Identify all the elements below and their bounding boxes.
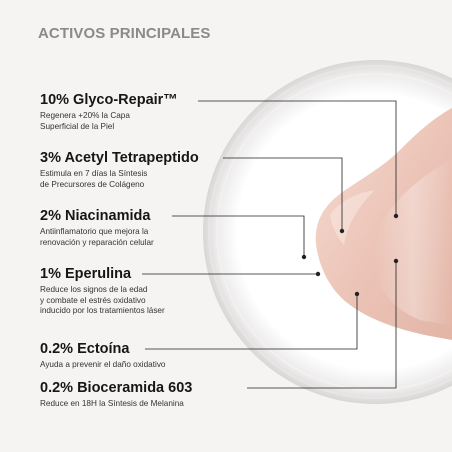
ingredient-bioceramida: 0.2% Bioceramida 603 Reduce en 18H la Sí… <box>40 380 192 410</box>
ingredient-glyco-repair: 10% Glyco-Repair™ Regenera +20% la Capa … <box>40 92 178 132</box>
dot-eperulina <box>315 271 321 277</box>
leader-line-ectoina <box>145 294 358 350</box>
dot-acetyl <box>339 228 345 234</box>
dot-niacinamida <box>301 254 307 260</box>
leader-line-bioceramida <box>247 261 397 389</box>
ingredient-name: 3% Acetyl Tetrapeptido <box>40 150 199 166</box>
leader-dots <box>301 213 399 297</box>
dot-glyco <box>393 213 399 219</box>
ingredient-eperulina: 1% Eperulina Reduce los signos de la eda… <box>40 266 165 317</box>
ingredient-description: Reduce en 18H la Síntesis de Melanina <box>40 399 184 408</box>
ingredient-ectoina: 0.2% Ectoína Ayuda a prevenir el daño ox… <box>40 341 165 371</box>
ingredient-description: Ayuda a prevenir el daño oxidativo <box>40 360 166 369</box>
dot-bioceramida <box>393 258 399 264</box>
leader-line-glyco <box>198 100 397 216</box>
dot-ectoina <box>354 291 360 297</box>
ingredient-description: Regenera +20% la Capa Superficial de la … <box>40 111 130 131</box>
ingredient-name: 1% Eperulina <box>40 266 132 282</box>
leader-lines <box>142 100 397 389</box>
ingredient-niacinamida: 2% Niacinamida Antiinflamatorio que mejo… <box>40 208 154 248</box>
ingredient-description: Antiinflamatorio que mejora la renovació… <box>40 227 154 247</box>
leader-line-acetyl <box>223 157 343 231</box>
ingredient-description: Estimula en 7 días la Síntesis de Precur… <box>40 169 148 189</box>
ingredient-acetyl-tetrapeptido: 3% Acetyl Tetrapeptido Estimula en 7 día… <box>40 150 199 190</box>
ingredient-name: 2% Niacinamida <box>40 208 151 224</box>
ingredient-name: 0.2% Ectoína <box>40 341 130 357</box>
section-heading: ACTIVOS PRINCIPALES <box>38 25 211 42</box>
ingredient-name: 0.2% Bioceramida 603 <box>40 380 193 396</box>
ingredient-description: Reduce los signos de la edad y combate e… <box>40 285 165 315</box>
ingredient-name: 10% Glyco-Repair™ <box>40 92 178 108</box>
petri-dish-rim <box>208 65 452 399</box>
leader-line-niacinamida <box>172 215 305 257</box>
